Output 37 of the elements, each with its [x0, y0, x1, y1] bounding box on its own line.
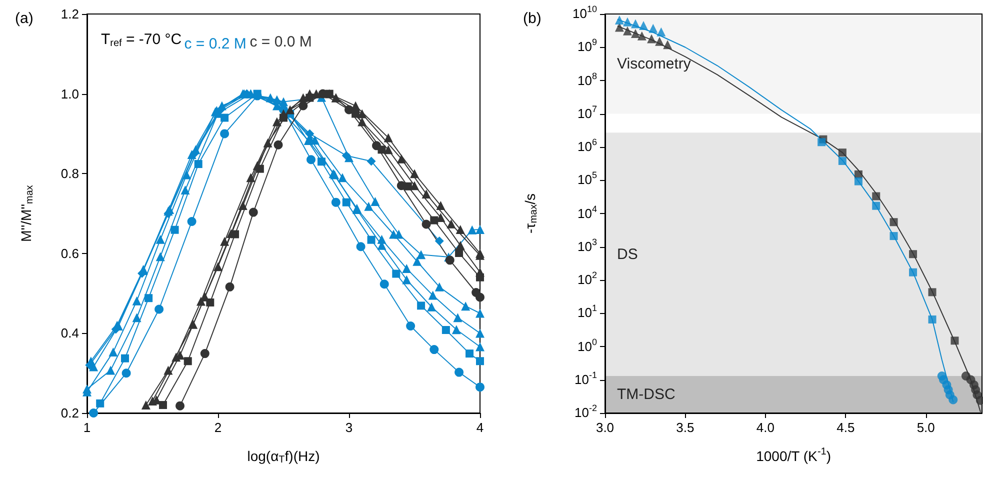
y-tick-label: 10$^{5}$ [578, 170, 597, 190]
text: c = 0.2 M [184, 35, 246, 52]
y-tick-label: 1.0 [60, 86, 79, 102]
y-tick-label: 10$^{1}$ [578, 303, 597, 322]
x-tick-label: 3.0 [596, 420, 614, 435]
y-tick-label: 10$^{7}$ [578, 104, 597, 123]
y-tick-label: 10$^{-2}$ [574, 403, 597, 422]
chart-title: (b) [523, 10, 542, 27]
x-tick-label: 4 [476, 420, 484, 435]
y-tick-label: 10$^{6}$ [578, 137, 597, 156]
y-tick-label: 1.2 [60, 6, 79, 22]
y-tick-label: 10$^{2}$ [578, 270, 597, 289]
y-tick-label: 10$^{3}$ [578, 236, 597, 256]
y-tick-label: 0.2 [60, 406, 79, 420]
y-tick-label: 10$^{9}$ [578, 37, 597, 56]
x-tick-label: 2 [214, 420, 222, 435]
y-tick-label: 10$^{0}$ [578, 336, 597, 356]
y-tick-label: 10$^{-1}$ [574, 370, 597, 389]
y-tick-label: 0.4 [60, 326, 79, 341]
x-tick-label: 3 [345, 420, 353, 435]
y-tick-label: 0.8 [60, 166, 79, 182]
y-axis-title: M''/M''max [18, 185, 36, 242]
y-tick-label: 10$^{4}$ [578, 204, 597, 222]
y-axis-title: -τmax/s [522, 194, 540, 234]
x-tick-label: 4.0 [756, 420, 774, 435]
x-tick-label: 1 [83, 420, 91, 435]
y-tick-label: 10$^{10}$ [572, 4, 597, 23]
text: c = 0.0 M [250, 33, 312, 50]
x-tick-label: 3.5 [676, 420, 694, 435]
y-tick-label: 0.6 [60, 246, 79, 261]
y-tick-label: 10$^{8}$ [578, 70, 597, 90]
band-label: DS [617, 246, 638, 263]
chart-title: (a) [15, 10, 34, 27]
x-tick-label: 4.5 [836, 420, 855, 435]
band-label: Viscometry [617, 55, 692, 72]
band-label: TM-DSC [617, 386, 676, 403]
x-tick-label: 5.0 [916, 420, 935, 435]
